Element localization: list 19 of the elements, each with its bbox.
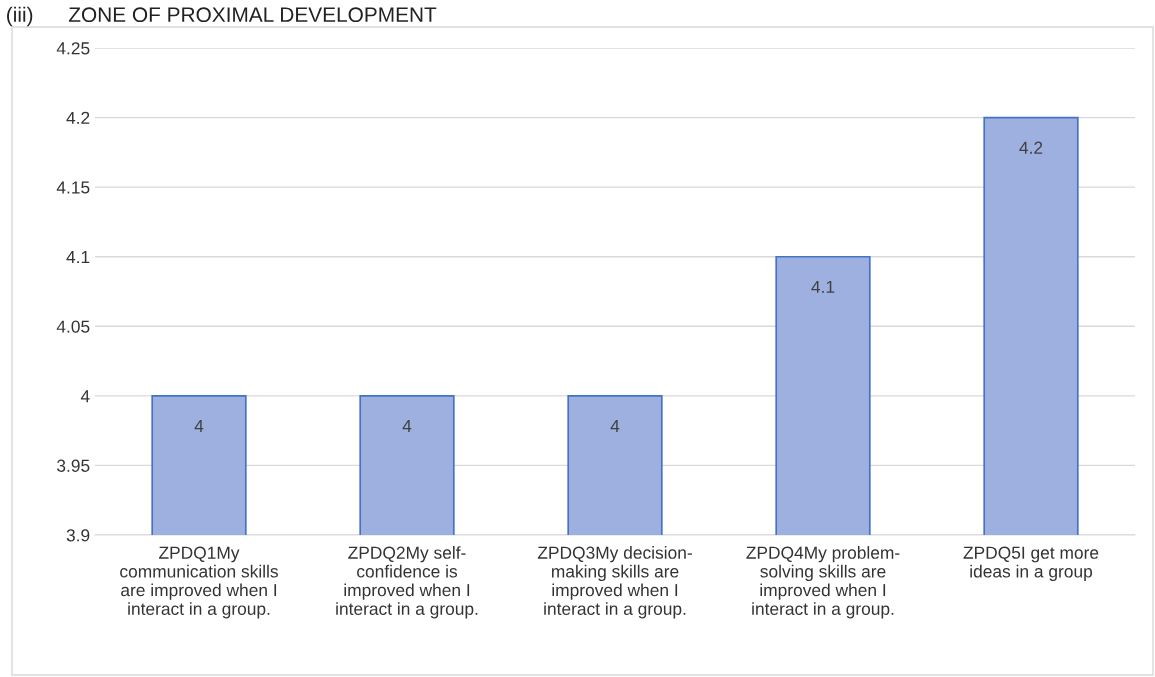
y-tick-label: 4.15: [56, 181, 90, 194]
x-tick-label: ZPDQ1My communication skills are improved when I interact in a group.: [120, 546, 278, 619]
y-tick-label: 4.2: [66, 111, 90, 124]
x-tick-label: ZPDQ3My decision-making skills are improved when I interact in a group.: [537, 546, 692, 619]
chart-title: (iii) ZONE OF PROXIMAL DEVELOPMENT: [7, 6, 437, 27]
y-tick-label: 3.9: [66, 529, 90, 542]
x-tick-label: ZPDQ5I get more ideas in a group: [963, 546, 1099, 581]
y-tick-label: 4.05: [56, 320, 90, 333]
data-label: 4: [194, 420, 204, 432]
data-label: 4: [610, 420, 620, 432]
x-tick-label: ZPDQ2My self-confidence is improved when I interact in a group.: [336, 546, 478, 619]
y-tick-label: 4: [80, 390, 90, 403]
data-label: 4.2: [1019, 141, 1043, 154]
data-label: 4: [402, 420, 412, 432]
y-tick-label: 4.1: [66, 251, 90, 263]
data-label: 4.1: [811, 280, 835, 293]
y-tick-label: 4.25: [56, 42, 90, 55]
y-tick-label: 3.95: [57, 459, 90, 472]
x-tick-label: ZPDQ4My problem-solving skills are improved when I interact in a group.: [746, 546, 900, 619]
